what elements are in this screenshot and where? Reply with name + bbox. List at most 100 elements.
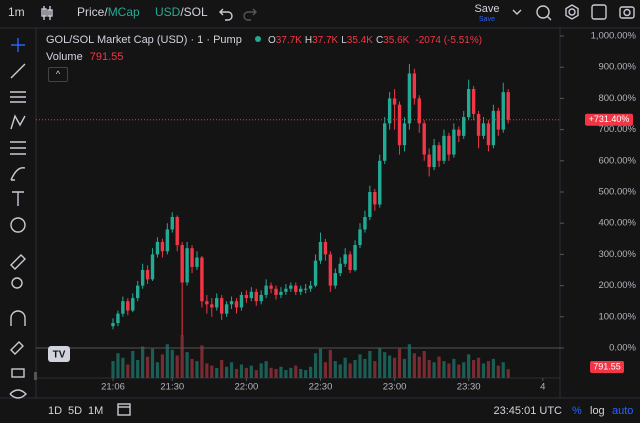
range-1m[interactable]: 1M <box>88 405 103 417</box>
volume-bar <box>150 348 155 378</box>
lock-tool[interactable] <box>11 368 25 378</box>
alert-icon[interactable] <box>536 5 552 21</box>
candle-body <box>308 285 313 289</box>
log-toggle[interactable]: log <box>590 405 605 417</box>
candle-body <box>343 254 347 264</box>
stay-drawing-tool[interactable] <box>10 341 24 355</box>
hide-tool[interactable] <box>9 389 27 399</box>
volume-bar <box>353 360 357 378</box>
price-mcap-toggle[interactable]: Price/MCap <box>77 5 140 19</box>
ohlc-key: C <box>375 35 384 46</box>
volume-value-box <box>590 361 624 373</box>
candle-body <box>471 89 476 114</box>
candle-body <box>126 301 130 311</box>
auto-toggle[interactable]: auto <box>612 405 633 417</box>
candle-body <box>412 73 417 99</box>
candle-body <box>165 229 170 252</box>
range-5d[interactable]: 5D <box>68 405 82 417</box>
collapse-button[interactable]: ^ <box>48 67 68 82</box>
range-1d[interactable]: 1D <box>48 405 62 417</box>
ohlc-value: 37.7K <box>312 35 339 46</box>
x-tick-label: 21:30 <box>160 382 184 393</box>
candle-body <box>392 98 397 105</box>
candle-body <box>229 301 234 305</box>
volume-bar <box>225 366 229 378</box>
x-tick-label: 23:30 <box>457 382 481 393</box>
zoom-tool[interactable] <box>11 277 23 289</box>
candle-body <box>205 301 209 305</box>
change: -2074 (-5.51%) <box>415 35 483 46</box>
magnet-tool[interactable] <box>10 310 26 326</box>
volume-bar <box>491 358 495 378</box>
interval[interactable]: 1m <box>8 5 25 19</box>
candle-body <box>323 241 328 255</box>
candle-body <box>284 288 288 292</box>
x-tick-label: 21:06 <box>101 382 125 393</box>
plot: 0.00% 100.00% 200.00% 300.00% 400.00% 500.00%… <box>36 31 637 393</box>
candle-body <box>116 313 120 324</box>
fib-tool[interactable] <box>10 91 26 103</box>
percent-toggle[interactable]: % <box>572 405 582 417</box>
volume-bar <box>185 352 189 378</box>
save-dropdown[interactable] <box>512 9 522 15</box>
save-sub: Save <box>479 16 495 23</box>
scroll-arrow[interactable] <box>34 372 37 380</box>
volume-bar <box>447 363 451 378</box>
candle-body <box>299 288 303 292</box>
y-tick-label: 400.00% <box>598 218 636 229</box>
volume-bar <box>200 345 204 378</box>
usd-label: USD <box>155 5 181 19</box>
crosshair-tool[interactable] <box>11 38 25 52</box>
volume-bar <box>205 363 209 378</box>
volume-bar <box>452 358 456 378</box>
drawing-tools <box>9 38 27 399</box>
volume-bar <box>141 346 145 378</box>
candle-body <box>373 192 377 205</box>
y-tick-label: 800.00% <box>598 93 636 104</box>
candle-body <box>383 123 387 161</box>
fullscreen-icon[interactable] <box>591 4 607 20</box>
candle-body <box>432 145 436 168</box>
volume-bar <box>131 351 135 378</box>
volume-bar <box>348 363 352 378</box>
currency-toggle[interactable]: USD/SOL <box>155 5 208 19</box>
prediction-tool[interactable] <box>10 141 26 155</box>
text-tool[interactable] <box>12 191 24 206</box>
candle-body <box>294 285 298 292</box>
svg-text:TV: TV <box>53 350 66 361</box>
volume-bar <box>343 357 347 378</box>
emoji-tool[interactable] <box>10 217 26 233</box>
candles-icon[interactable] <box>41 6 53 20</box>
pattern-tool[interactable] <box>10 114 26 130</box>
candle-body <box>437 145 441 161</box>
candle-body <box>160 241 165 252</box>
volume-bar <box>363 358 367 378</box>
x-tick-label: 22:00 <box>234 382 258 393</box>
candle-body <box>210 304 214 308</box>
candle-body <box>363 216 367 230</box>
candle-body <box>481 123 486 136</box>
date-range-icon[interactable] <box>117 403 131 416</box>
volume-bar <box>368 351 372 378</box>
y-tick-label: 700.00% <box>598 124 636 135</box>
candle-body <box>402 123 407 146</box>
candle-body <box>457 129 461 136</box>
save-button[interactable]: Save <box>474 3 499 15</box>
redo-icon[interactable] <box>243 8 257 21</box>
volume-bar <box>383 352 387 378</box>
volume-bar <box>294 365 298 378</box>
ohlc: O37.7K H37.7K L35.4K C35.6K <box>268 35 412 46</box>
undo-icon[interactable] <box>219 8 233 21</box>
camera-icon[interactable] <box>619 6 635 19</box>
brush-tool[interactable] <box>10 167 26 181</box>
volume-legend: Volume 791.55 <box>46 51 123 63</box>
candle-body <box>254 291 258 302</box>
settings-icon[interactable] <box>565 4 579 20</box>
ruler-tool[interactable] <box>10 254 26 270</box>
volume-bar <box>215 367 219 378</box>
candle-body <box>215 298 219 308</box>
volume-label: Volume <box>46 51 83 63</box>
candle-body <box>224 304 229 314</box>
line-tool[interactable] <box>10 63 26 79</box>
